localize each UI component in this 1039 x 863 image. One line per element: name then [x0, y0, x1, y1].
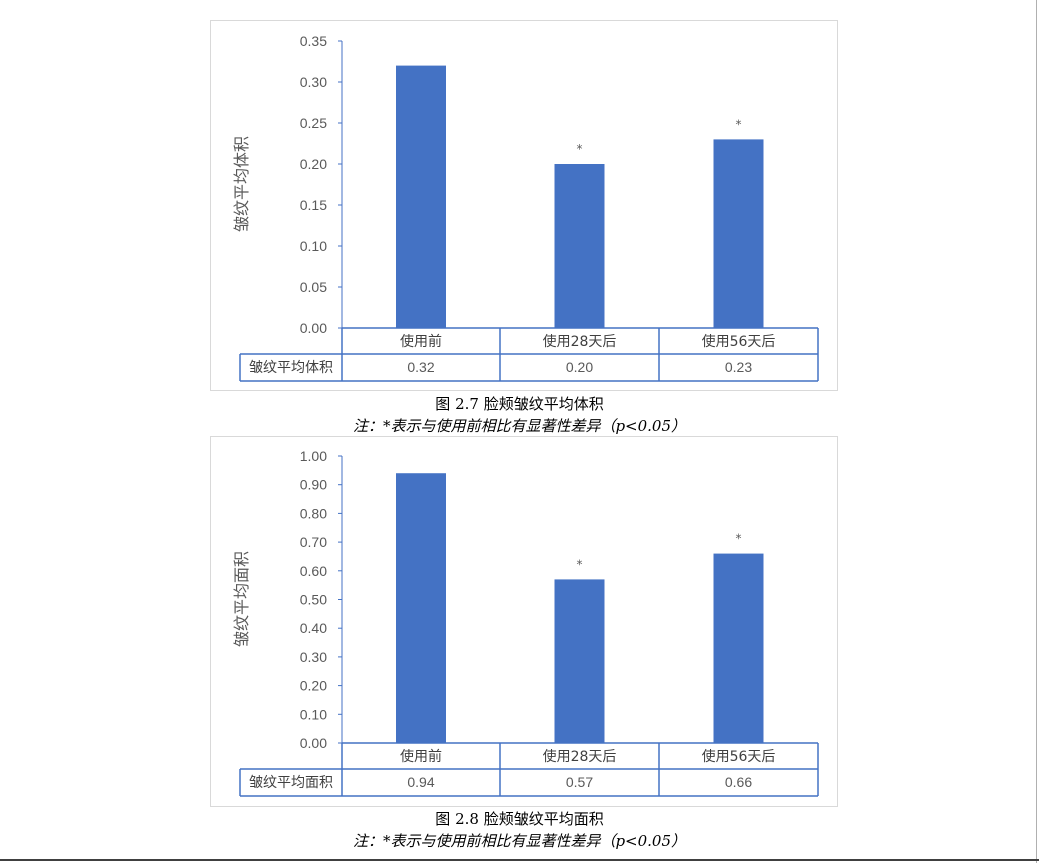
chart-2-category-label: 使用56天后: [702, 748, 776, 765]
chart-1-note: 注：*表示与使用前相比有显著性差异（p<0.05）: [352, 417, 687, 435]
chart-1-y-tick-label: 0.35: [300, 33, 327, 49]
chart-1-y-tick-label: 0.25: [300, 115, 327, 131]
page-edge-bottom: [0, 859, 1039, 861]
chart-1-caption: 图 2.7 脸颊皱纹平均体积: [435, 395, 604, 413]
chart-2-y-tick-label: 0.30: [300, 649, 327, 665]
chart-2-y-tick-label: 0.70: [300, 534, 327, 550]
chart-2-table-row-label: 皱纹平均面积: [249, 775, 333, 791]
chart-1-significance-mark: *: [577, 142, 583, 156]
chart-2-y-tick-label: 0.20: [300, 678, 327, 694]
chart-1-category-label: 使用28天后: [543, 333, 617, 350]
chart-1-y-tick-label: 0.10: [300, 238, 327, 254]
chart-2-note: 注：*表示与使用前相比有显著性差异（p<0.05）: [352, 832, 687, 850]
chart-2-bar-3: [713, 553, 764, 743]
chart-1-table-row-label: 皱纹平均体积: [249, 360, 333, 376]
chart-1-category-label: 使用56天后: [702, 333, 776, 350]
chart-1-table-value: 0.20: [566, 359, 593, 375]
chart-2-significance-mark: *: [577, 557, 583, 571]
chart-2-category-label: 使用前: [400, 748, 442, 765]
chart-1-significance-mark: *: [736, 117, 742, 131]
chart-1-y-tick-label: 0.15: [300, 197, 327, 213]
chart-2-table-value: 0.57: [566, 774, 593, 790]
chart-2-y-tick-label: 0.40: [300, 620, 327, 636]
chart-1-y-tick-label: 0.05: [300, 279, 327, 295]
chart-2-bar-2: [554, 579, 605, 743]
chart-2-bar-1: [396, 473, 446, 743]
chart-2-y-tick-label: 0.90: [300, 477, 327, 493]
page-edge-right: [1036, 0, 1037, 863]
chart-2-y-tick-label: 0.50: [300, 592, 327, 608]
chart-1-bar-3: [713, 139, 764, 328]
chart-1-y-axis-title: 皱纹平均体积: [232, 136, 251, 232]
chart-2-y-axis-title: 皱纹平均面积: [232, 551, 251, 647]
chart-2-category-label: 使用28天后: [543, 748, 617, 765]
chart-2-y-tick-label: 0.00: [300, 735, 327, 751]
chart-1-y-tick-label: 0.20: [300, 156, 327, 172]
chart-2-table-value: 0.94: [407, 774, 434, 790]
chart-2-y-tick-label: 0.60: [300, 563, 327, 579]
chart-1-table-value: 0.23: [725, 359, 752, 375]
chart-1-category-label: 使用前: [400, 333, 442, 350]
chart-1-bar-1: [396, 65, 446, 328]
chart-2-y-tick-label: 0.10: [300, 706, 327, 722]
chart-2-significance-mark: *: [736, 532, 742, 546]
chart-2-caption: 图 2.8 脸颊皱纹平均面积: [435, 810, 604, 828]
chart-1-y-tick-label: 0.30: [300, 74, 327, 90]
chart-2-table-value: 0.66: [725, 774, 752, 790]
chart-1-table-value: 0.32: [407, 359, 434, 375]
chart-2-y-tick-label: 0.80: [300, 505, 327, 521]
chart-2-y-tick-label: 1.00: [300, 448, 327, 464]
chart-1-y-tick-label: 0.00: [300, 320, 327, 336]
chart-1-bar-2: [554, 164, 605, 328]
